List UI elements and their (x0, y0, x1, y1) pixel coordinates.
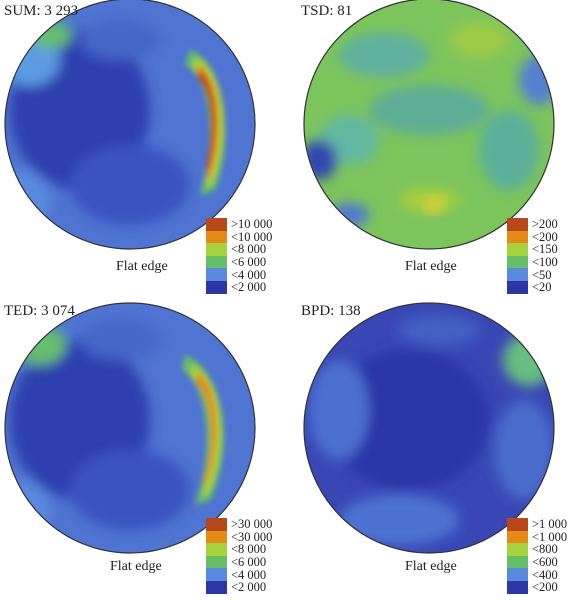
wafer-map-ted (4, 302, 256, 554)
legend: >10 000 <10 000 <8 000 <6 000 <4 000 <2 … (206, 218, 272, 294)
legend-swatch (507, 555, 528, 569)
legend-item: <1 000 (507, 529, 568, 544)
legend-swatch (507, 230, 528, 244)
legend-swatch (206, 518, 227, 531)
legend-item: <2 000 (206, 580, 272, 595)
panel-ted: TED: 3 074 Flat edge >30 000 <30 000 <8 … (0, 300, 289, 600)
legend-item: <30 000 (206, 529, 273, 544)
legend-swatch (507, 518, 528, 531)
legend: >1 000 <1 000 <800 <600 <400 <200 (507, 518, 567, 594)
legend-label: <50 (532, 267, 552, 282)
legend-label: <4 000 (231, 267, 267, 282)
legend-item: <8 000 (206, 243, 272, 256)
legend-swatch (206, 268, 227, 281)
legend-swatch (206, 568, 227, 581)
legend-label: <6 000 (231, 255, 267, 270)
legend-item: <100 (507, 255, 558, 270)
legend-item: <4 000 (206, 568, 272, 581)
legend-swatch (507, 255, 528, 269)
legend-label: <150 (532, 242, 558, 257)
legend-label: <2 000 (231, 580, 267, 595)
legend-label: <200 (532, 580, 558, 595)
legend-swatch (206, 218, 227, 231)
legend-label: <1 000 (532, 529, 568, 544)
legend-item: <50 (507, 268, 558, 281)
legend-label: <6 000 (231, 555, 267, 570)
legend-swatch (206, 555, 227, 569)
legend-item: >200 (507, 218, 558, 231)
legend-item: <6 000 (206, 555, 272, 570)
legend-item: <150 (507, 243, 558, 256)
legend-swatch (507, 530, 528, 544)
legend-item: <10 000 (206, 229, 273, 244)
panel-title: TSD: 81 (301, 3, 353, 19)
legend-swatch (206, 255, 227, 269)
legend-swatch (507, 543, 528, 556)
legend-label: >1 000 (532, 517, 568, 532)
legend-label: <100 (532, 255, 558, 270)
legend-label: <10 000 (231, 229, 273, 244)
legend-swatch (206, 280, 227, 294)
legend-item: >10 000 (206, 218, 272, 231)
flat-edge-label: Flat edge (110, 559, 162, 574)
legend-item: <8 000 (206, 543, 272, 556)
legend-swatch (206, 243, 227, 256)
legend-label: <600 (532, 555, 558, 570)
legend-label: <200 (532, 229, 558, 244)
legend-label: >30 000 (231, 517, 273, 532)
flat-edge-label: Flat edge (405, 259, 457, 274)
panel-title: BPD: 138 (301, 303, 361, 319)
legend-swatch (206, 530, 227, 544)
legend-swatch (206, 543, 227, 556)
panel-title: SUM: 3 293 (4, 3, 79, 19)
panel-bpd: BPD: 138 Flat edge >1 000 <1 000 <800 <6… (289, 300, 578, 600)
wafer-map-bpd (303, 302, 555, 554)
legend-item: <200 (507, 580, 567, 595)
legend-item: >30 000 (206, 518, 272, 531)
legend-swatch (507, 568, 528, 581)
wafer-map-sum (4, 0, 256, 250)
legend-swatch (206, 580, 227, 594)
legend-swatch (507, 580, 528, 594)
legend-item: <4 000 (206, 268, 272, 281)
legend-label: <20 (532, 280, 552, 295)
legend-label: <4 000 (231, 567, 267, 582)
legend: >30 000 <30 000 <8 000 <6 000 <4 000 <2 … (206, 518, 272, 594)
legend-label: <8 000 (231, 242, 267, 257)
panel-sum: SUM: 3 293 Flat edge >10 000 <10 000 <8 … (0, 0, 289, 300)
legend-label: <400 (532, 567, 558, 582)
legend-item: <6 000 (206, 255, 272, 270)
flat-edge-label: Flat edge (116, 259, 168, 274)
legend-item: <600 (507, 555, 567, 570)
legend-swatch (206, 230, 227, 244)
legend-swatch (507, 218, 528, 231)
legend-swatch (507, 243, 528, 256)
legend-item: >1 000 (507, 518, 567, 531)
legend-swatch (507, 268, 528, 281)
legend-item: <20 (507, 280, 558, 295)
legend-item: <2 000 (206, 280, 272, 295)
legend-item: <200 (507, 229, 558, 244)
legend-item: <800 (507, 543, 567, 556)
legend-item: <400 (507, 568, 567, 581)
panel-title: TED: 3 074 (4, 303, 75, 319)
legend-label: <800 (532, 542, 558, 557)
legend-swatch (507, 280, 528, 294)
legend-label: <2 000 (231, 280, 267, 295)
legend-label: <30 000 (231, 529, 273, 544)
legend-label: >10 000 (231, 217, 273, 232)
legend: >200 <200 <150 <100 <50 <20 (507, 218, 558, 294)
legend-label: <8 000 (231, 542, 267, 557)
flat-edge-label: Flat edge (405, 559, 457, 574)
legend-label: >200 (532, 217, 558, 232)
wafer-map-tsd (303, 0, 555, 250)
panel-tsd: TSD: 81 Flat edge >200 <200 <150 <100 <5… (289, 0, 578, 300)
